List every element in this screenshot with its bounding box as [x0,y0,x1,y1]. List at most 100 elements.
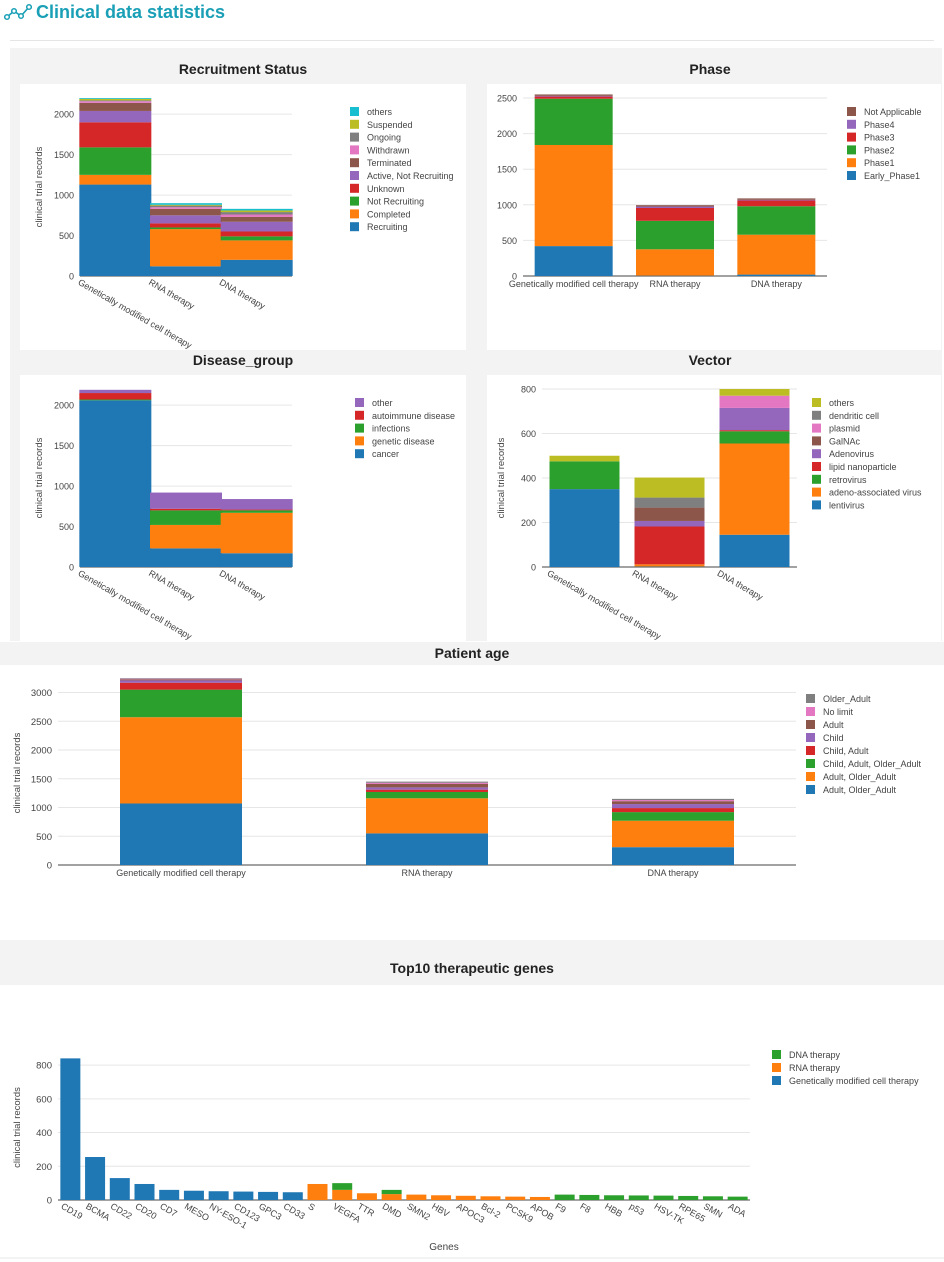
legend-label-early-phase1[interactable]: Early_Phase1 [864,171,920,181]
legend-swatch-genetic-disease[interactable] [355,436,364,445]
bar-dna-therapy-hsv-tk[interactable] [654,1196,674,1200]
legend-swatch-child-adult-older-adult[interactable] [806,759,815,768]
bar-suspended-dna-therapy[interactable] [221,210,293,212]
bar-genetically-modified-cell-therapy-ny-eso-1[interactable] [209,1191,229,1200]
bar-phase3-rna-therapy[interactable] [636,208,714,221]
bar-retrovirus-genetically-modified-cell-therapy[interactable] [550,461,620,489]
legend-label-adenovirus[interactable]: Adenovirus [829,449,875,459]
bar-rna-therapy-ttr[interactable] [357,1193,377,1200]
bar-dna-therapy-dmd[interactable] [382,1190,402,1194]
legend-label-retrovirus[interactable]: retrovirus [829,475,867,485]
bar-recruiting-rna-therapy[interactable] [150,266,222,276]
bar-others-dna-therapy[interactable] [720,389,790,396]
legend-swatch-retrovirus[interactable] [812,475,821,484]
legend-swatch-autoimmune-disease[interactable] [355,411,364,420]
legend-label-dna-therapy[interactable]: DNA therapy [789,1050,841,1060]
bar-genetically-modified-cell-therapy-bcma[interactable] [85,1157,105,1200]
legend-label-plasmid[interactable]: plasmid [829,424,860,434]
bar-phase3-dna-therapy[interactable] [737,201,815,207]
bar-adeno-associated-virus-rna-therapy[interactable] [635,564,705,566]
legend-label-adeno-associated-virus[interactable]: adeno-associated virus [829,488,922,498]
bar-no-limit-dna-therapy[interactable] [612,800,734,801]
bar-others-genetically-modified-cell-therapy[interactable] [79,98,151,99]
bar-active-not-recruiting-dna-therapy[interactable] [221,222,293,232]
bar-autoimmune-disease-genetically-modified-cell-therapy[interactable] [79,393,151,399]
bar-older-adult-dna-therapy[interactable] [612,799,734,800]
legend-label-cancer[interactable]: cancer [372,449,399,459]
bar-adult-older-adult-dna-therapy[interactable] [612,847,734,865]
legend-swatch-lipid-nanoparticle[interactable] [812,462,821,471]
legend-label-recruiting[interactable]: Recruiting [367,222,408,232]
bar-adult-genetically-modified-cell-therapy[interactable] [120,679,242,680]
bar-lipid-nanoparticle-dna-therapy[interactable] [720,430,790,431]
bar-genetically-modified-cell-therapy-cd123[interactable] [233,1192,253,1200]
legend-label-ongoing[interactable]: Ongoing [367,133,401,143]
bar-no-limit-rna-therapy[interactable] [366,783,488,784]
bar-ongoing-rna-therapy[interactable] [150,206,222,208]
bar-older-adult-genetically-modified-cell-therapy[interactable] [120,678,242,679]
legend-label-no-limit[interactable]: No limit [823,707,854,717]
legend-label-child-adult-older-adult[interactable]: Child, Adult, Older_Adult [823,759,922,769]
bar-child-genetically-modified-cell-therapy[interactable] [120,680,242,682]
legend-swatch-adult[interactable] [806,720,815,729]
legend-label-active-not-recruiting[interactable]: Active, Not Recruiting [367,171,454,181]
bar-other-genetically-modified-cell-therapy[interactable] [79,390,151,393]
bar-early-phase1-genetically-modified-cell-therapy[interactable] [535,246,613,276]
bar-withdrawn-dna-therapy[interactable] [221,215,293,217]
legend-label-not-recruiting[interactable]: Not Recruiting [367,197,424,207]
legend-label-galnac[interactable]: GalNAc [829,436,861,446]
bar-adeno-associated-virus-dna-therapy[interactable] [720,444,790,535]
bar-early-phase1-dna-therapy[interactable] [737,275,815,276]
legend-swatch-terminated[interactable] [350,158,359,167]
bar-recruiting-genetically-modified-cell-therapy[interactable] [79,185,151,276]
bar-dna-therapy-rpe65[interactable] [678,1196,698,1200]
bar-genetically-modified-cell-therapy-cd7[interactable] [159,1190,179,1200]
legend-label-others[interactable]: others [367,107,393,117]
legend-label-adult[interactable]: Adult [823,720,844,730]
bar-others-rna-therapy[interactable] [635,478,705,498]
bar-rna-therapy-apob[interactable] [530,1197,550,1200]
bar-rna-therapy-vegfa[interactable] [332,1190,352,1200]
bar-lentivirus-dna-therapy[interactable] [720,535,790,567]
legend-swatch-others[interactable] [350,107,359,116]
bar-rna-therapy-s[interactable] [308,1184,328,1200]
bar-genetically-modified-cell-therapy-cd20[interactable] [135,1184,155,1200]
bar-withdrawn-rna-therapy[interactable] [150,207,222,209]
bar-lipid-nanoparticle-rna-therapy[interactable] [635,527,705,565]
bar-dendritic-cell-rna-therapy[interactable] [635,498,705,508]
legend-swatch-infections[interactable] [355,424,364,433]
legend-label-lentivirus[interactable]: lentivirus [829,500,865,510]
bar-not-applicable-dna-therapy[interactable] [737,198,815,199]
bar-phase1-rna-therapy[interactable] [636,249,714,275]
bar-adult-dna-therapy[interactable] [612,801,734,804]
bar-phase2-genetically-modified-cell-therapy[interactable] [535,99,613,145]
bar-rna-therapy-pcsk9[interactable] [505,1197,525,1200]
bar-genetically-modified-cell-therapy-cd33[interactable] [283,1192,303,1200]
bar-not-recruiting-dna-therapy[interactable] [221,236,293,240]
legend-swatch-adult-older-adult[interactable] [806,785,815,794]
legend-swatch-phase4[interactable] [847,120,856,129]
bar-child-rna-therapy[interactable] [366,787,488,789]
bar-genetically-modified-cell-therapy-cd22[interactable] [110,1178,130,1200]
bar-genetic-disease-dna-therapy[interactable] [221,513,293,553]
legend-swatch-galnac[interactable] [812,436,821,445]
bar-adult-rna-therapy[interactable] [366,784,488,787]
bar-galnac-rna-therapy[interactable] [635,508,705,521]
bar-suspended-rna-therapy[interactable] [150,205,222,206]
legend-swatch-dendritic-cell[interactable] [812,411,821,420]
legend-swatch-phase3[interactable] [847,133,856,142]
bar-no-limit-genetically-modified-cell-therapy[interactable] [120,679,242,680]
bar-others-genetically-modified-cell-therapy[interactable] [550,456,620,462]
legend-label-phase3[interactable]: Phase3 [864,133,895,143]
bar-rna-therapy-dmd[interactable] [382,1194,402,1200]
bar-others-dna-therapy[interactable] [221,209,293,211]
bar-unknown-dna-therapy[interactable] [221,232,293,237]
bar-ongoing-dna-therapy[interactable] [221,212,293,214]
bar-phase4-rna-therapy[interactable] [636,207,714,208]
legend-swatch-adult-older-adult[interactable] [806,772,815,781]
bar-rna-therapy-smn2[interactable] [406,1195,426,1200]
legend-swatch-active-not-recruiting[interactable] [350,171,359,180]
bar-child-adult-dna-therapy[interactable] [612,808,734,812]
legend-swatch-lentivirus[interactable] [812,500,821,509]
bar-not-recruiting-rna-therapy[interactable] [150,227,222,229]
